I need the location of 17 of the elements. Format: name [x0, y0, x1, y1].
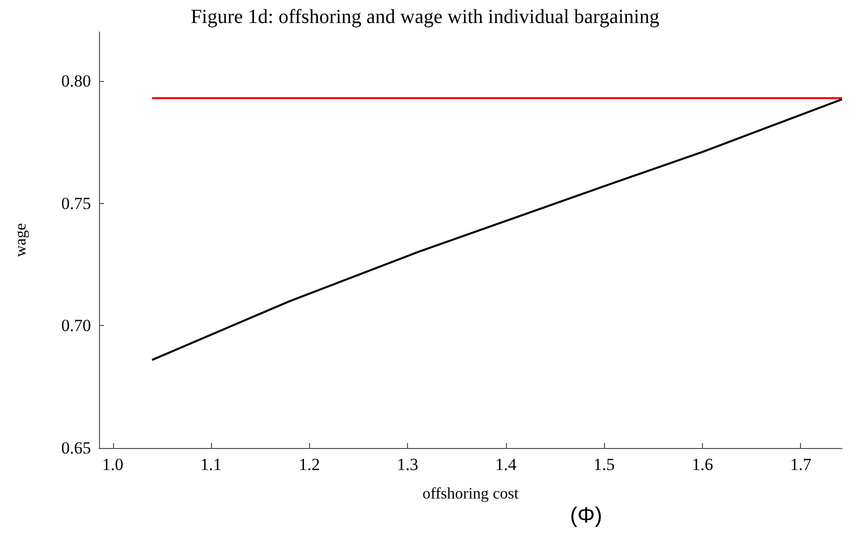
line-series	[151, 98, 843, 361]
x-tick-label: 1.4	[495, 455, 518, 474]
x-tick-label: 1.5	[594, 455, 615, 474]
y-tick-label: 0.70	[61, 316, 91, 336]
text: (Φ)	[570, 502, 602, 528]
x-axis-title: offshoring cost	[422, 486, 520, 502]
x-tick-label: 1.3	[396, 455, 418, 474]
y-axis-title: wage	[12, 223, 30, 257]
x-tick-label: 1.6	[692, 455, 714, 474]
x-tick-label: 1.0	[102, 455, 124, 474]
x-tick-label: 1.2	[298, 455, 320, 474]
chart-title: Figure 1d: offshoring and wage with individual bargaining	[190, 6, 660, 28]
y-tick-label: 0.75	[61, 194, 91, 213]
y-tick-label: 0.65	[61, 438, 91, 458]
x-tick-label: 1.7	[790, 455, 812, 474]
y-tick-label: 0.80	[61, 71, 91, 90]
x-tick-label: 1.1	[200, 455, 222, 474]
